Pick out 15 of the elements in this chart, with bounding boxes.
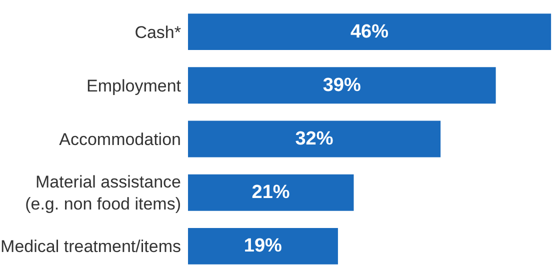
data-label: 39%: [322, 74, 361, 96]
bar: [188, 14, 552, 50]
data-label: 46%: [350, 21, 389, 42]
bar: [188, 120, 441, 158]
y-tick-label: Accommodation: [59, 130, 181, 149]
bar: [188, 228, 338, 264]
y-tick-label: Employment: [86, 76, 182, 96]
y-tick-label: Material assistance (e.g. non food items): [25, 172, 181, 214]
bar: [188, 174, 354, 211]
data-label: 19%: [244, 236, 282, 257]
data-label: 21%: [252, 182, 290, 204]
data-label: 32%: [295, 128, 334, 150]
bar: [188, 67, 496, 104]
y-tick-label: Cash*: [134, 22, 182, 42]
y-tick-label: Medical treatment/items: [0, 237, 181, 256]
